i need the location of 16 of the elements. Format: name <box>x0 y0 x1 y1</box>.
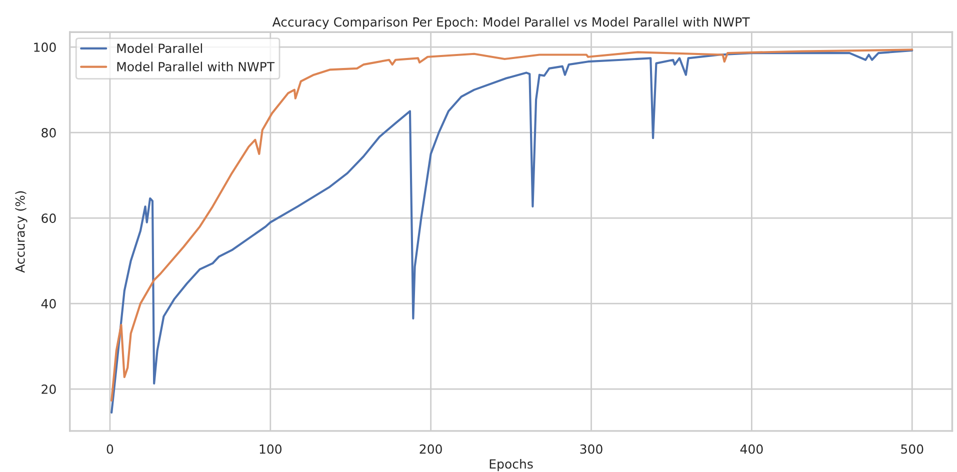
legend-label: Model Parallel <box>117 43 202 54</box>
x-tick-label: 300 <box>580 444 602 454</box>
y-tick-label: 40 <box>41 299 56 308</box>
x-tick-label: 200 <box>420 444 442 454</box>
y-tick-label: 100 <box>34 42 56 52</box>
y-tick-label: 80 <box>42 128 56 138</box>
chart-title: Accuracy Comparison Per Epoch: Model Parallel vs Model Parallel with NWPT <box>272 17 750 30</box>
y-tick-label: 60 <box>42 214 56 223</box>
legend-label: Model Parallel with NWPT <box>117 62 275 72</box>
y-tick-label: 20 <box>42 384 56 394</box>
y-axis-title: Accuracy (%) <box>15 191 28 273</box>
x-tick-label: 400 <box>740 444 763 454</box>
x-tick-label: 0 <box>106 444 114 454</box>
x-axis-title: Epochs <box>490 459 533 472</box>
x-tick-label: 100 <box>260 444 282 454</box>
x-tick-label: 500 <box>901 444 924 454</box>
